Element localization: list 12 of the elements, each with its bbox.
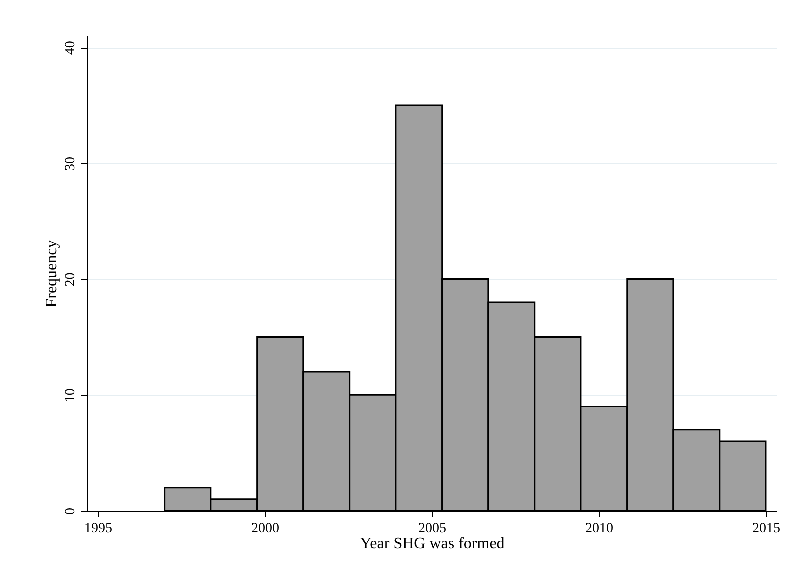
x-axis-title: Year SHG was formed: [360, 536, 505, 552]
x-tick-label: 2015: [752, 522, 780, 536]
x-tick-label: 2005: [418, 522, 446, 536]
y-tick-label: 0: [64, 508, 78, 515]
y-tick-label: 30: [64, 156, 78, 171]
y-tick-label: 20: [64, 272, 78, 287]
x-tick-label: 2000: [252, 522, 280, 536]
y-tick-label: 10: [64, 388, 78, 403]
x-tick-label: 2010: [585, 522, 614, 536]
y-tick-label: 40: [64, 41, 78, 56]
x-tick-label: 1995: [84, 522, 113, 536]
y-axis-title: Frequency: [44, 240, 60, 308]
